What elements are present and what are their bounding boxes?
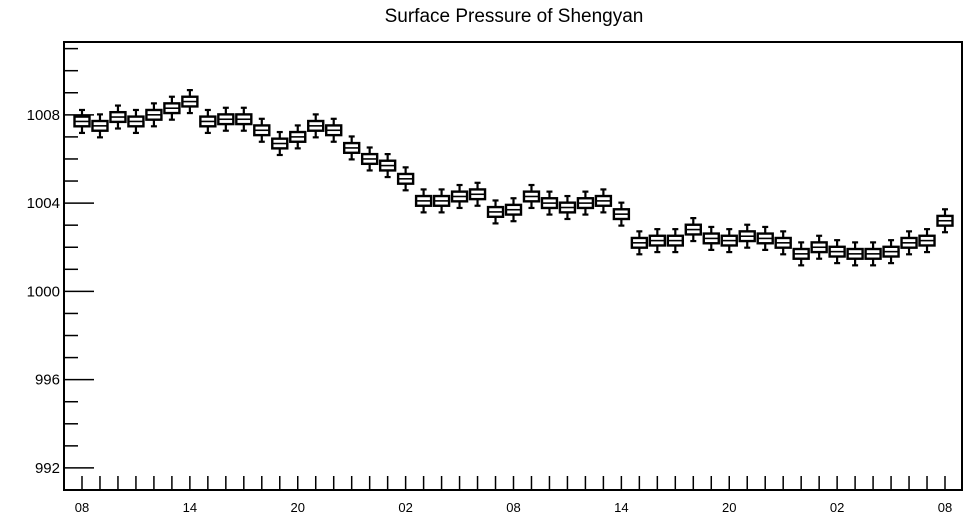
x-tick-label: 08 [75,500,89,515]
box-plot [864,241,882,267]
y-axis: 992 996 1000 1004 1008 [27,47,94,491]
box-plot [810,234,828,260]
box-series [73,89,954,267]
plot-frame [63,41,963,491]
x-tick-label: 02 [830,500,844,515]
y-tick-label: 1000 [27,283,60,300]
box-plot [630,230,649,256]
box-plot [468,181,487,207]
box-plot [828,239,846,265]
box-plot [702,225,720,251]
box-plot [378,153,397,179]
box-plot [217,106,235,132]
x-tick-label: 14 [614,500,628,515]
box-plot [792,241,810,267]
box-plot [846,241,864,267]
box-plot [612,201,631,227]
box-plot [522,183,541,210]
box-plot [486,199,505,225]
box-plot [414,188,433,214]
chart-title: Surface Pressure of Shengyan [385,6,644,27]
x-tick-label: 02 [398,500,412,515]
box-plot [396,166,415,192]
box-plot [666,228,685,254]
box-plot [648,228,667,254]
box-plot [756,225,774,251]
box-plot [684,217,702,243]
box-plot [109,104,127,130]
box-plot [900,230,918,256]
box-plot [882,239,900,265]
box-plot [271,130,289,157]
box-plot [91,113,109,139]
x-tick-label: 08 [938,500,952,515]
box-plot [774,230,792,256]
box-plot [307,113,325,139]
box-plot [163,95,181,121]
box-plot [504,197,523,223]
y-tick-label: 996 [35,372,60,389]
box-plot [73,108,91,135]
box-plot [342,135,361,161]
box-plot [918,228,936,254]
box-plot [253,117,271,143]
box-plot [936,208,954,234]
x-tick-label: 20 [291,500,305,515]
x-tick-label: 20 [722,500,736,515]
box-plot [360,146,379,172]
box-plot [235,106,253,132]
box-plot [594,188,613,214]
x-tick-label: 08 [506,500,520,515]
y-tick-label: 1008 [27,107,60,124]
box-plot [181,89,199,115]
box-plot [289,124,307,150]
box-plot [738,223,756,249]
box-plot [145,102,163,128]
y-tick-label: 992 [35,460,60,477]
box-plot [432,188,451,214]
box-plot [450,183,469,210]
x-axis: 08 14 20 02 08 14 20 02 08 [75,476,952,515]
box-plot [325,117,343,143]
box-plot [720,228,738,254]
x-tick-label: 14 [183,500,197,515]
y-tick-label: 1004 [27,195,60,212]
box-plot [540,190,559,216]
box-plot [199,108,217,135]
box-plot [576,190,595,216]
box-plot [127,108,145,135]
box-plot [558,194,577,221]
